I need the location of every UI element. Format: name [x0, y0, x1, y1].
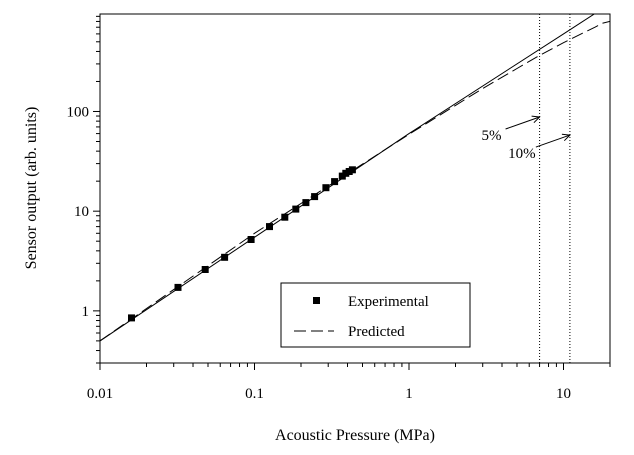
y-tick-label: 10	[74, 204, 89, 220]
data-point-experimental	[331, 178, 339, 186]
x-tick-label: 0.01	[87, 386, 113, 402]
data-point-experimental	[348, 166, 356, 174]
annotations: 5% 10%	[482, 115, 571, 162]
data-point-experimental	[221, 253, 229, 261]
data-point-experimental	[322, 184, 330, 192]
annotation-label: 10%	[508, 146, 536, 162]
x-tick-label: 0.1	[245, 386, 264, 402]
annotation-arrow	[505, 116, 540, 130]
data-point-experimental	[302, 199, 310, 207]
data-point-experimental	[292, 205, 300, 213]
data-point-experimental	[247, 236, 255, 243]
data-point-experimental	[281, 213, 289, 221]
y-axis-label: Sensor output (arb. units)	[23, 107, 40, 270]
data-point-experimental	[311, 193, 319, 201]
data-point-experimental	[128, 314, 135, 322]
annotation-arrowhead	[531, 115, 541, 124]
legend: Experimental Predicted	[280, 282, 471, 348]
legend-marker-experimental	[313, 297, 320, 304]
annotation-label: 5%	[482, 128, 502, 144]
legend-label-predicted: Predicted	[348, 324, 405, 340]
plot-frame	[99, 13, 611, 364]
markers-layer	[128, 166, 356, 322]
y-tick-label: 100	[67, 104, 90, 120]
y-tick-label: 1	[82, 304, 90, 320]
annotation-arrow	[535, 134, 571, 148]
legend-box	[280, 282, 471, 348]
data-point-experimental	[266, 223, 273, 231]
x-axis-label: Acoustic Pressure (MPa)	[275, 427, 435, 444]
legend-label-experimental: Experimental	[348, 294, 429, 310]
data-point-experimental	[174, 283, 182, 291]
series-line-predicted	[100, 20, 610, 342]
axis-ticks: 0.01 0.1 1 10 1 10 100	[67, 15, 611, 402]
annotation-arrowhead	[561, 133, 571, 142]
x-tick-label: 10	[556, 386, 571, 402]
data-point-experimental	[201, 266, 209, 273]
x-tick-label: 1	[405, 386, 413, 402]
